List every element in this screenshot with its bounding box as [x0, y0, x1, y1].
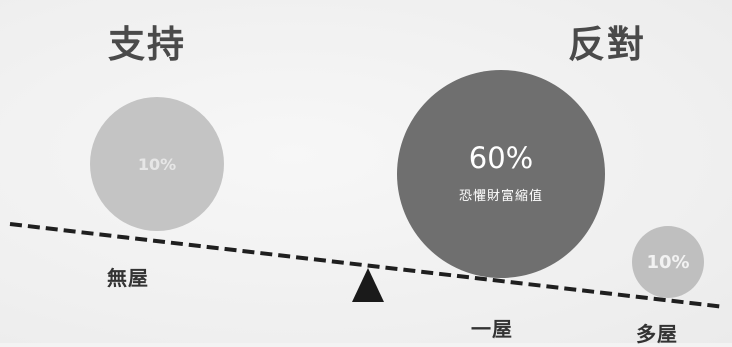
tilted-beam-line	[9, 222, 726, 309]
one-property-percent: 60%	[468, 140, 534, 175]
support-heading: 支持	[108, 23, 186, 66]
fulcrum-triangle	[352, 268, 384, 302]
multi-property-bubble: 10%	[632, 226, 704, 298]
oppose-heading: 反對	[568, 23, 646, 66]
multi-property-percent: 10%	[646, 251, 690, 273]
one-property-bubble: 60% 恐懼財富縮值	[397, 70, 605, 278]
no-property-bubble: 10%	[90, 97, 224, 231]
one-property-label: 一屋	[471, 317, 513, 341]
one-property-caption: 恐懼財富縮值	[458, 188, 543, 204]
no-property-label: 無屋	[107, 266, 149, 290]
no-property-percent: 10%	[137, 154, 177, 174]
multi-property-label: 多屋	[636, 322, 678, 346]
